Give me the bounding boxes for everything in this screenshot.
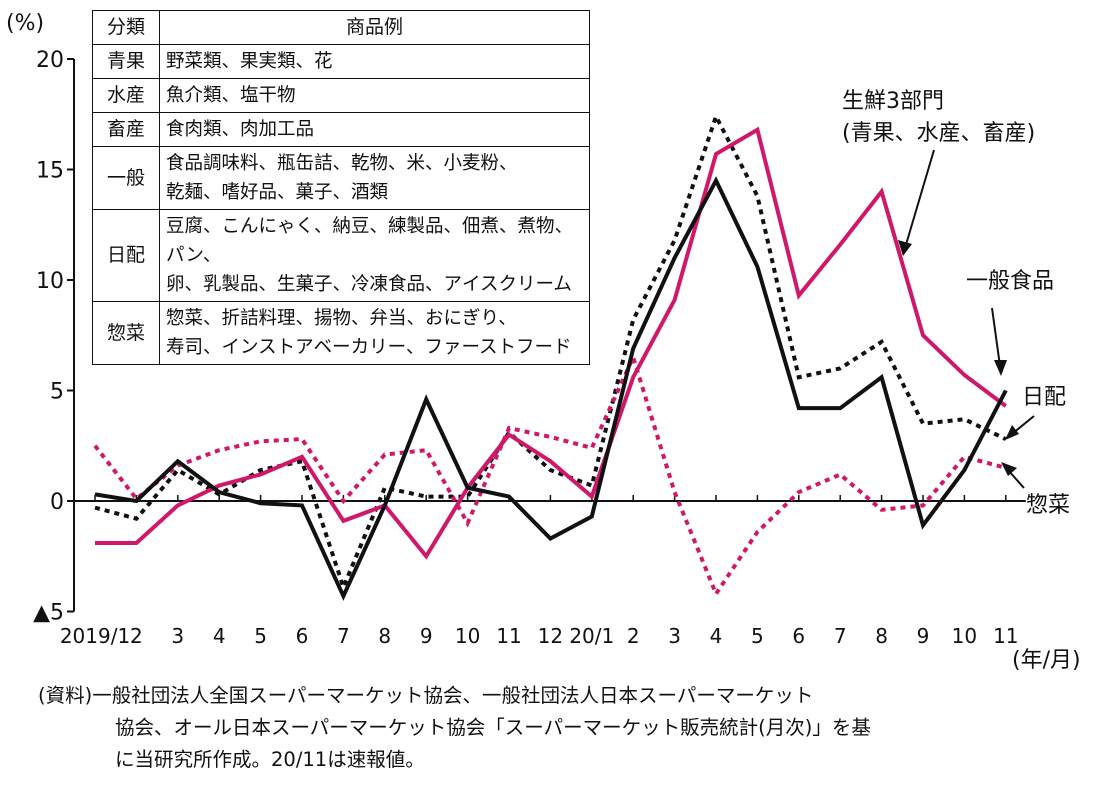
x-tick-label: 5 xyxy=(751,624,764,648)
y-axis: 20 15 10 5 0 ▲5 xyxy=(33,48,75,626)
source-note: (資料)一般社団法人全国スーパーマーケット協会、一般社団法人日本スーパーマーケッ… xyxy=(38,680,1078,776)
arrow-daily-head xyxy=(1005,425,1019,440)
series-line xyxy=(94,176,1008,601)
x-tick-label: 11 xyxy=(993,624,1018,648)
x-unit-label: (年/月) xyxy=(1012,648,1081,673)
legend-examples: 食肉類、肉加工品 xyxy=(159,112,590,147)
x-tick-label: 11 xyxy=(496,624,521,648)
legend-category: 水産 xyxy=(92,78,160,113)
x-tick-label: 3 xyxy=(171,624,184,648)
legend-example-line: 卵、乳製品、生菓子、冷凍食品、アイスクリーム xyxy=(166,274,572,295)
x-tick-label: 8 xyxy=(378,624,391,648)
legend-row: 青果 野菜類、果実類、花 xyxy=(92,44,590,79)
series-group xyxy=(93,111,1008,601)
legend-example-line: 寿司、インストアベーカリー、ファーストフード xyxy=(166,337,572,358)
y-unit-label: (%) xyxy=(6,11,44,36)
legend-examples: 野菜類、果実類、花 xyxy=(159,44,590,79)
annotation-seafood-line2: (青果、水産、畜産) xyxy=(842,121,1035,146)
legend-examples: 豆腐、こんにゃく、納豆、練製品、佃煮、煮物、パン、卵、乳製品、生菓子、冷凍食品、… xyxy=(159,209,590,302)
series-line xyxy=(93,351,1007,599)
y-tick-label: ▲5 xyxy=(33,601,64,626)
x-tick-label: 2 xyxy=(130,624,143,648)
legend-category: 青果 xyxy=(92,44,160,79)
legend-example-line: 魚介類、塩干物 xyxy=(166,85,296,106)
category-legend-table: 分類 商品例 青果 野菜類、果実類、花 水産 魚介類、塩干物 畜産 食肉類、肉加… xyxy=(92,10,590,365)
y-tick-label: 20 xyxy=(36,48,64,73)
x-tick-label: 12 xyxy=(538,624,563,648)
x-axis: 2019/1 2 3 4 5 6 7 8 9 10 11 12 20/1 2 3 4 5 6 7 8 9 10 11 xyxy=(60,495,1026,648)
legend-category: 惣菜 xyxy=(92,301,160,365)
legend-category: 畜産 xyxy=(92,112,160,147)
source-line-2: 協会、オール日本スーパーマーケット協会「スーパーマーケット販売統計(月次)」を基 xyxy=(115,716,871,739)
source-line-3: に当研究所作成。20/11は速報値。 xyxy=(115,748,425,771)
y-tick-label: 15 xyxy=(36,159,64,184)
x-tick-label: 6 xyxy=(792,624,805,648)
legend-category: 日配 xyxy=(92,209,160,302)
arrow-seafood-head xyxy=(898,240,912,256)
legend-row: 畜産 食肉類、肉加工品 xyxy=(92,112,590,147)
legend-example-line: 野菜類、果実類、花 xyxy=(166,51,333,72)
y-tick-label: 5 xyxy=(50,380,64,405)
x-tick-label: 9 xyxy=(917,624,930,648)
x-tick-label: 8 xyxy=(875,624,888,648)
arrow-general-head xyxy=(994,360,1007,376)
legend-example-line: 食品調味料、瓶缶詰、乾物、米、小麦粉、 xyxy=(166,153,518,174)
legend-example-line: 惣菜、折詰料理、揚物、弁当、おにぎり、 xyxy=(166,308,517,329)
series-line xyxy=(95,126,1007,560)
y-tick-label: 0 xyxy=(50,490,64,515)
x-tick-label: 20/1 xyxy=(569,624,614,648)
x-tick-label: 10 xyxy=(455,624,480,648)
arrow-seafood xyxy=(904,149,935,249)
annotation-general: 一般食品 xyxy=(966,269,1054,294)
series-line xyxy=(94,111,1007,593)
legend-example-line: 豆腐、こんにゃく、納豆、練製品、佃煮、煮物、パン、 xyxy=(166,216,574,266)
arrow-deli-head xyxy=(1001,462,1017,476)
x-tick-label: 7 xyxy=(337,624,350,648)
annotation-daily: 日配 xyxy=(1022,385,1066,410)
arrow-general xyxy=(991,307,1001,367)
x-tick-label: 7 xyxy=(834,624,847,648)
legend-header-row: 分類 商品例 xyxy=(92,10,590,45)
legend-example-line: 乾麺、嗜好品、菓子、酒類 xyxy=(166,182,389,203)
legend-row: 水産 魚介類、塩干物 xyxy=(92,78,590,113)
x-tick-label: 6 xyxy=(296,624,309,648)
annotation-seafood-line1: 生鮮3部門 xyxy=(842,89,944,114)
annotation-arrows xyxy=(898,149,1035,489)
x-tick-label: 2 xyxy=(627,624,640,648)
x-tick-label: 2019/1 xyxy=(60,624,130,648)
legend-row: 一般 食品調味料、瓶缶詰、乾物、米、小麦粉、 乾麺、嗜好品、菓子、酒類 xyxy=(92,146,590,210)
legend-examples: 惣菜、折詰料理、揚物、弁当、おにぎり、寿司、インストアベーカリー、ファーストフー… xyxy=(159,301,590,365)
legend-header-category: 分類 xyxy=(92,10,160,45)
legend-header-examples: 商品例 xyxy=(159,10,590,45)
annotation-deli: 惣菜 xyxy=(1026,493,1070,518)
y-tick-label: 10 xyxy=(36,269,64,294)
legend-examples: 食品調味料、瓶缶詰、乾物、米、小麦粉、 乾麺、嗜好品、菓子、酒類 xyxy=(159,146,590,210)
legend-category: 一般 xyxy=(92,146,160,210)
x-tick-label: 5 xyxy=(254,624,267,648)
legend-examples: 魚介類、塩干物 xyxy=(159,78,590,113)
x-tick-label: 9 xyxy=(420,624,433,648)
x-tick-label: 4 xyxy=(213,624,226,648)
x-tick-label: 10 xyxy=(952,624,977,648)
x-tick-label: 4 xyxy=(710,624,723,648)
x-tick-label: 3 xyxy=(668,624,681,648)
legend-row: 日配 豆腐、こんにゃく、納豆、練製品、佃煮、煮物、パン、卵、乳製品、生菓子、冷凍… xyxy=(92,209,590,302)
source-line-1: (資料)一般社団法人全国スーパーマーケット協会、一般社団法人日本スーパーマーケッ… xyxy=(38,684,814,707)
legend-row: 惣菜 惣菜、折詰料理、揚物、弁当、おにぎり、寿司、インストアベーカリー、ファース… xyxy=(92,301,590,365)
legend-example-line: 食肉類、肉加工品 xyxy=(166,119,315,140)
